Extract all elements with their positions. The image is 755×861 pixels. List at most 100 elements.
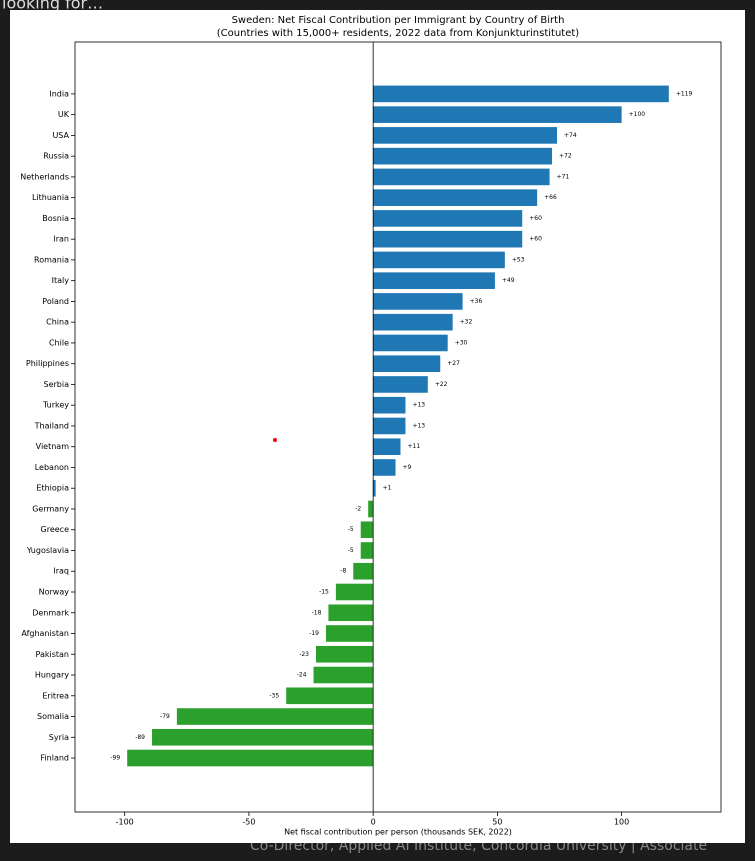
- bar: [373, 127, 558, 144]
- y-tick-label: Hungary: [35, 671, 69, 680]
- y-tick-label: Germany: [32, 504, 69, 513]
- y-tick-label: Italy: [52, 276, 70, 285]
- bar: [373, 85, 669, 103]
- y-tick-label: Afghanistan: [21, 629, 69, 638]
- x-tick-label: 0: [371, 818, 376, 827]
- value-label: +9: [403, 464, 412, 471]
- value-label: +22: [435, 381, 448, 388]
- y-tick-label: Serbia: [44, 380, 70, 389]
- value-label: -23: [299, 651, 309, 658]
- bar: [373, 355, 441, 372]
- y-tick-label: Yugoslavia: [26, 546, 69, 555]
- y-tick-label: Netherlands: [20, 172, 69, 181]
- x-tick-label: 50: [492, 818, 502, 827]
- value-label: +60: [529, 236, 542, 243]
- bar: [360, 521, 374, 539]
- value-label: +13: [412, 402, 425, 409]
- y-tick-label: Denmark: [32, 608, 69, 617]
- y-tick-label: Eritrea: [42, 691, 69, 700]
- bar: [373, 293, 463, 310]
- bar: [373, 210, 523, 227]
- value-label: -18: [312, 609, 322, 616]
- value-label: -24: [297, 672, 307, 679]
- bar: [373, 251, 505, 269]
- value-label: +13: [412, 422, 425, 429]
- y-tick-label: Somalia: [37, 712, 69, 721]
- chart-subtitle: (Countries with 15,000+ residents, 2022 …: [217, 28, 580, 39]
- y-tick-label: Lebanon: [35, 463, 69, 472]
- x-tick-label: 100: [614, 818, 629, 827]
- bar: [373, 189, 538, 206]
- bar: [373, 272, 495, 289]
- bar: [373, 106, 622, 123]
- y-tick-label: Finland: [40, 754, 69, 763]
- y-tick-label: Bosnia: [42, 214, 69, 223]
- value-label: +27: [447, 360, 460, 367]
- y-tick-label: Greece: [41, 525, 70, 534]
- bar: [373, 459, 396, 476]
- bar: [286, 687, 374, 705]
- bar: [373, 417, 406, 435]
- bar: [373, 479, 376, 497]
- bar: [127, 749, 374, 767]
- y-tick-label: Philippines: [26, 359, 69, 368]
- value-label: +119: [676, 90, 693, 97]
- y-tick-label: India: [49, 89, 69, 98]
- bar: [325, 625, 374, 642]
- bar: [373, 147, 553, 165]
- bar: [328, 604, 374, 622]
- x-tick-label: -100: [116, 818, 134, 827]
- y-tick-label: Russia: [43, 152, 69, 161]
- y-tick-label: Pakistan: [36, 650, 70, 659]
- cursor-dot: [273, 438, 277, 442]
- y-tick-label: USA: [52, 131, 69, 140]
- y-tick-label: Thailand: [34, 421, 69, 430]
- y-tick-label: Iran: [53, 235, 69, 244]
- value-label: +100: [629, 111, 646, 118]
- value-label: +1: [383, 485, 392, 492]
- bar: [335, 583, 374, 601]
- y-tick-label: Iraq: [53, 567, 69, 576]
- bar: [360, 542, 374, 559]
- value-label: -2: [355, 505, 361, 512]
- x-tick-label: -50: [242, 818, 255, 827]
- value-label: +32: [460, 319, 473, 326]
- y-tick-label: Ethiopia: [36, 484, 69, 493]
- y-tick-label: Poland: [42, 297, 69, 306]
- bar: [316, 645, 374, 663]
- bar: [373, 438, 401, 456]
- y-tick-label: Romania: [34, 255, 69, 264]
- value-label: -99: [110, 755, 120, 762]
- bar: [176, 708, 374, 725]
- value-label: +74: [564, 132, 577, 139]
- y-tick-label: Norway: [39, 588, 70, 597]
- value-label: -5: [348, 547, 354, 554]
- bar: [313, 666, 374, 684]
- x-axis-label: Net fiscal contribution per person (thou…: [284, 828, 512, 837]
- y-tick-label: Turkey: [42, 401, 69, 410]
- value-label: -79: [160, 713, 170, 720]
- bar: [373, 313, 453, 331]
- value-label: -19: [309, 630, 319, 637]
- value-label: +53: [512, 256, 525, 263]
- y-tick-label: Syria: [49, 733, 69, 742]
- top-text: looking for…: [2, 0, 103, 13]
- bar: [373, 376, 428, 393]
- bar: [373, 168, 550, 186]
- value-label: +11: [407, 443, 420, 450]
- y-tick-label: UK: [58, 110, 70, 119]
- value-label: +49: [502, 277, 515, 284]
- y-tick-label: Lithuania: [32, 193, 69, 202]
- value-label: +30: [455, 339, 468, 346]
- bar: [152, 728, 374, 746]
- value-label: -8: [340, 568, 346, 575]
- bar: [373, 334, 448, 352]
- bar: [373, 396, 406, 414]
- value-label: +36: [470, 298, 483, 305]
- value-label: +60: [529, 215, 542, 222]
- value-label: -35: [269, 692, 279, 699]
- plot-frame: [74, 41, 722, 813]
- bar: [353, 562, 374, 580]
